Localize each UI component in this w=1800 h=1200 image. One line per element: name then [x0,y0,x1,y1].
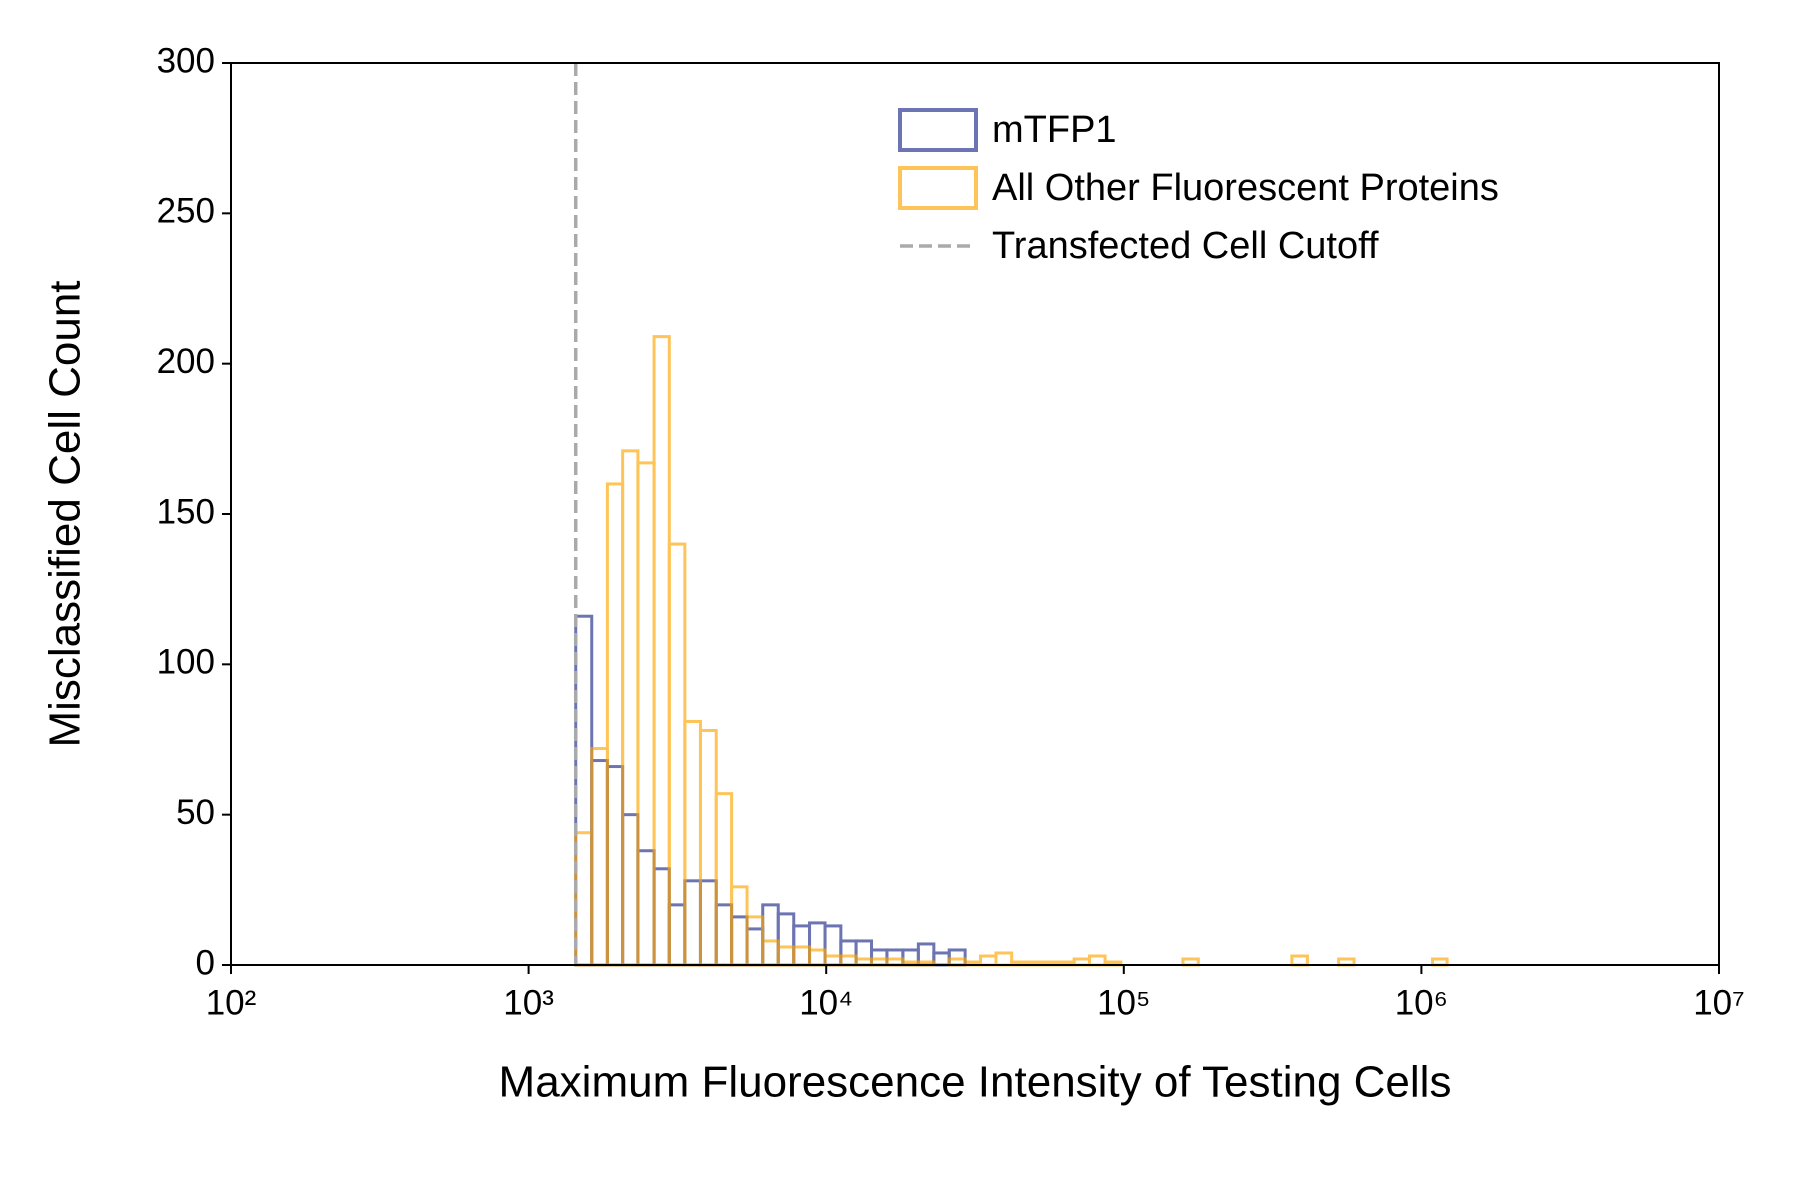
bar [823,954,843,967]
bar [947,948,967,967]
bar [1088,954,1107,967]
bar [839,954,858,967]
bar [636,849,656,967]
histogram-series [574,335,1449,967]
y-tick-label: 0 [196,943,215,982]
bar [808,948,827,967]
bar [652,867,671,967]
x-tick-label: 10⁴ [799,983,853,1022]
bar [870,948,889,967]
bar [667,903,687,967]
bar [683,879,702,967]
y-tick-label: 100 [157,643,215,682]
x-tick-label: 10⁵ [1097,983,1150,1022]
bar [1290,954,1309,967]
bar [776,912,796,967]
bar [745,927,765,967]
bar [714,903,734,967]
bar [730,885,749,967]
bar [885,948,905,967]
bar [621,449,640,967]
bar [854,939,874,967]
bar [698,879,718,967]
x-tick-label: 10⁷ [1693,983,1745,1022]
bar [932,951,951,967]
bar [605,482,625,967]
bar [698,728,718,967]
bar [792,945,812,967]
bar [621,813,640,967]
bar [714,792,734,967]
legend-swatch [898,108,978,152]
legend-label: All Other Fluorescent Proteins [992,167,1499,209]
bar [776,945,796,967]
bar [590,759,609,967]
bar [823,924,843,967]
y-axis-label: Misclassified Cell Count [41,280,90,747]
bar [761,939,780,967]
bar [652,335,671,967]
legend-label: mTFP1 [992,109,1117,151]
y-tick-label: 250 [157,192,215,231]
bar [683,719,702,967]
bar [745,915,765,967]
bar [839,939,858,967]
bar [994,951,1014,967]
y-tick-label: 300 [157,41,215,80]
x-tick-label: 10⁶ [1395,983,1448,1022]
y-tick-label: 150 [157,492,215,531]
x-tick-label: 10² [206,983,257,1022]
bar [808,921,827,967]
histogram-series [574,614,967,967]
bar [605,765,625,967]
bar [792,924,812,967]
y-tick-label: 200 [157,342,215,381]
bar [761,903,780,967]
y-tick-label: 50 [176,793,215,832]
bar [636,461,656,967]
bar [730,915,749,967]
bar [574,614,594,967]
bar [667,542,687,967]
bar [590,747,609,967]
bar [979,954,998,967]
x-axis-label: Maximum Fluorescence Intensity of Testin… [499,1058,1452,1107]
legend-swatch [898,166,978,210]
legend-label: Transfected Cell Cutoff [992,225,1379,267]
x-tick-label: 10³ [503,983,554,1022]
bar [574,831,594,967]
